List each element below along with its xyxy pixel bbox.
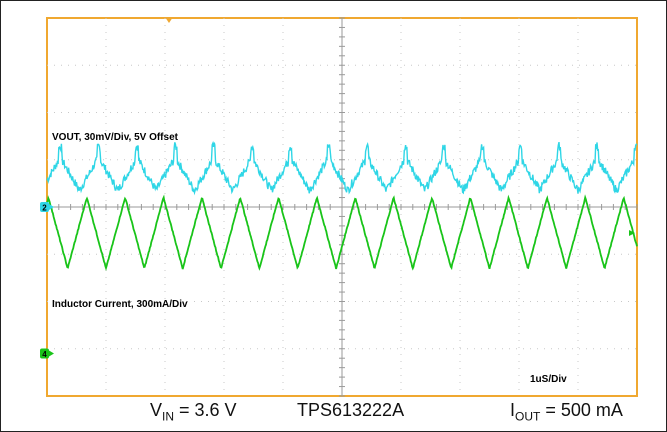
part-number: TPS613222A bbox=[297, 400, 405, 420]
channel-2-marker: 2 bbox=[40, 202, 54, 213]
markers: 24 bbox=[40, 17, 635, 359]
channel-4-marker-arrow bbox=[49, 350, 54, 357]
iout-symbol: I bbox=[510, 400, 516, 420]
trigger-position-marker bbox=[165, 17, 173, 23]
inductor-current-trace bbox=[46, 194, 638, 271]
channel-4-marker-box bbox=[40, 348, 49, 359]
vin-subscript: IN bbox=[162, 409, 175, 424]
vout-label: VOUT, 30mV/Div, 5V Offset bbox=[52, 132, 179, 143]
iout-caption: IOUT = 500 mA bbox=[510, 400, 623, 424]
center-axes bbox=[46, 17, 638, 397]
vin-symbol: V bbox=[150, 400, 163, 420]
channel-2-marker-box bbox=[40, 202, 49, 212]
iout-subscript: OUT bbox=[515, 409, 541, 424]
iout-value: = 500 mA bbox=[540, 400, 623, 420]
traces bbox=[46, 140, 638, 271]
inductor-current-label: Inductor Current, 300mA/Div bbox=[52, 299, 188, 310]
channel-2-marker-text: 2 bbox=[42, 204, 47, 213]
vin-caption: VIN = 3.6 V bbox=[150, 400, 237, 424]
channel-4-marker: 4 bbox=[40, 348, 54, 359]
timebase-label: 1uS/Div bbox=[530, 374, 567, 385]
channel-2-marker-arrow bbox=[49, 204, 54, 210]
vout-trace bbox=[46, 140, 638, 196]
trigger-level-marker bbox=[629, 229, 635, 236]
channel-4-marker-text: 4 bbox=[42, 350, 47, 359]
vin-value: = 3.6 V bbox=[174, 400, 237, 420]
